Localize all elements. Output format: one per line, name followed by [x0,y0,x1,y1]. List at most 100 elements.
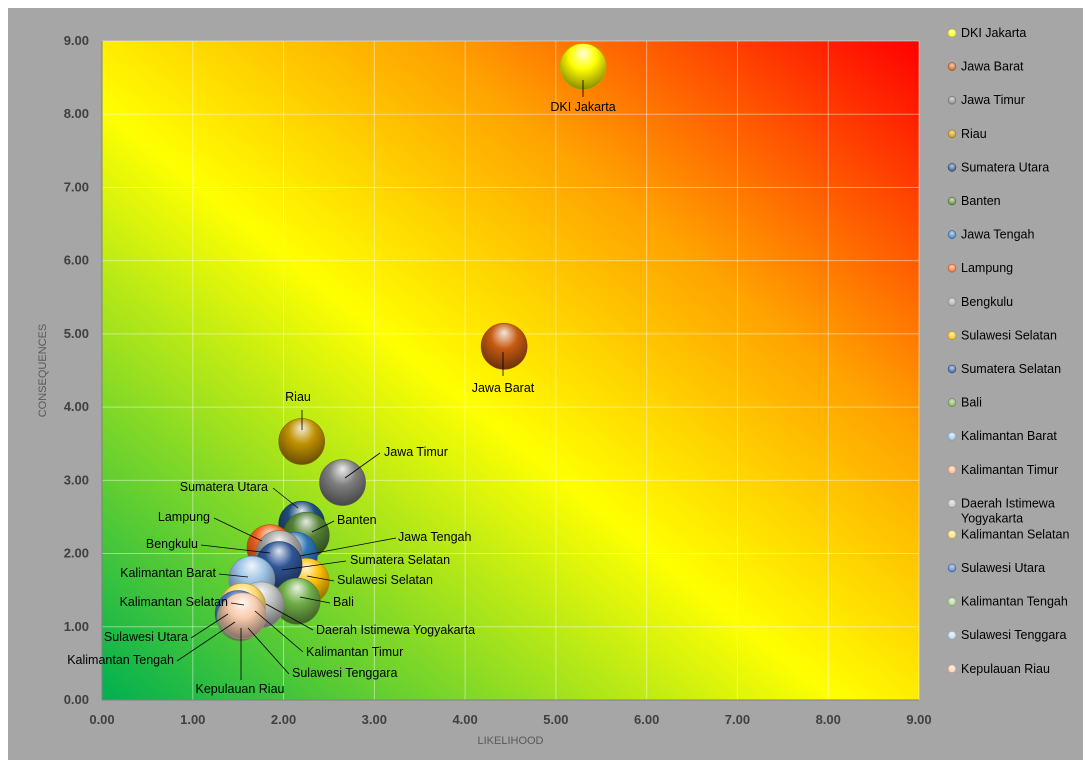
y-tick-label: 0.00 [64,692,89,707]
data-label: Jawa Tengah [398,530,471,544]
legend-marker [947,95,957,105]
x-tick-label: 6.00 [634,712,659,727]
data-label: Kalimantan Selatan [120,595,228,609]
leader-line [272,487,299,509]
legend-label: Bengkulu [961,295,1013,309]
bubble-point [219,592,267,640]
x-tick-label: 5.00 [543,712,568,727]
y-tick-label: 6.00 [64,253,89,268]
legend-label: Banten [961,194,1001,208]
legend-marker [947,597,957,606]
legend-label: Jawa Timur [961,93,1025,107]
legend-marker [947,62,957,71]
leader-line [218,573,249,578]
data-label: Kepulauan Riau [196,682,285,696]
legend-label: DKI Jakarta [961,26,1026,40]
data-label: DKI Jakarta [550,100,615,114]
legend-marker [947,129,957,139]
x-tick-label: 0.00 [89,712,114,727]
x-tick-label: 9.00 [906,712,931,727]
legend: DKI Jakarta Jawa Barat Jawa Timur Riau Sumat… [947,26,1069,676]
leader-line [254,610,304,653]
legend-marker [947,230,957,239]
data-label: Jawa Barat [472,381,535,395]
legend-marker [947,499,957,508]
leader-line [299,596,331,604]
legend-label: Sulawesi Selatan [961,328,1057,342]
leader-line [299,537,397,557]
data-label: Kalimantan Tengah [67,653,174,667]
legend-marker [947,530,957,539]
legend-marker [947,28,957,38]
legend-marker [947,465,957,475]
x-tick-label: 3.00 [362,712,387,727]
data-label: Riau [285,390,311,404]
data-label: Sulawesi Selatan [337,573,433,587]
legend-label: Jawa Barat [961,60,1024,74]
data-label: Daerah Istimewa Yogyakarta [316,623,475,637]
data-label: Sumatera Utara [180,480,268,494]
legend-label: Kalimantan Timur [961,463,1058,477]
data-label: Bali [333,595,354,609]
legend-marker [947,163,957,172]
y-tick-label: 7.00 [64,179,89,194]
y-tick-label: 9.00 [64,33,89,48]
legend-label: Lampung [961,261,1013,275]
data-label: Sumatera Selatan [350,553,450,567]
legend-marker [947,364,957,374]
leader-line [213,517,263,542]
legend-label: Yogyakarta [961,511,1023,525]
y-tick-label: 8.00 [64,106,89,121]
legend-marker [947,398,957,407]
leader-line [247,627,290,675]
data-label: Sulawesi Utara [104,630,188,644]
leader-line [311,520,335,533]
y-tick-label: 3.00 [64,472,89,487]
data-label: Kalimantan Barat [120,566,216,580]
data-label: Jawa Timur [384,445,448,459]
leader-line [176,621,236,662]
leader-line [344,452,381,479]
data-label: Bengkulu [146,537,198,551]
legend-label: Riau [961,127,987,141]
bubbles [214,43,607,642]
y-tick-label: 1.00 [64,619,89,634]
legend-marker [947,563,957,573]
leader-line [281,560,347,571]
y-tick-label: 4.00 [64,399,89,414]
x-tick-label: 4.00 [452,712,477,727]
legend-label: Daerah Istimewa [961,496,1055,510]
leader-line [265,603,314,631]
leader-line [190,613,229,639]
data-label: Lampung [158,510,210,524]
legend-label: Sulawesi Utara [961,561,1045,575]
legend-marker [947,331,957,340]
legend-label: Sumatera Utara [961,160,1049,174]
data-label: Kalimantan Timur [306,645,403,659]
legend-label: Kalimantan Tengah [961,595,1068,609]
x-axis-title: LIKELIHOOD [477,735,543,747]
y-tick-label: 5.00 [64,326,89,341]
leader-line [200,544,271,554]
legend-marker [947,630,957,640]
legend-marker [947,431,957,441]
x-tick-label: 7.00 [725,712,750,727]
y-axis-title: CONSEQUENCES [37,324,49,418]
data-label: Sulawesi Tenggara [292,666,397,680]
data-labels: DKI Jakarta Jawa Barat Riau Jawa Timur Sumat… [67,80,616,696]
x-tick-label: 2.00 [271,712,296,727]
legend-marker [947,263,957,273]
legend-label: Kalimantan Selatan [961,527,1069,541]
leader-line [306,575,335,582]
gridlines [102,40,920,700]
legend-label: Kepulauan Riau [961,662,1050,676]
legend-label: Bali [961,396,982,410]
legend-label: Kalimantan Barat [961,429,1057,443]
y-tick-label: 2.00 [64,546,89,561]
legend-label: Sumatera Selatan [961,362,1061,376]
legend-label: Jawa Tengah [961,228,1034,242]
bubble-point [319,459,366,506]
data-label: Banten [337,513,377,527]
legend-label: Sulawesi Tenggara [961,628,1066,642]
